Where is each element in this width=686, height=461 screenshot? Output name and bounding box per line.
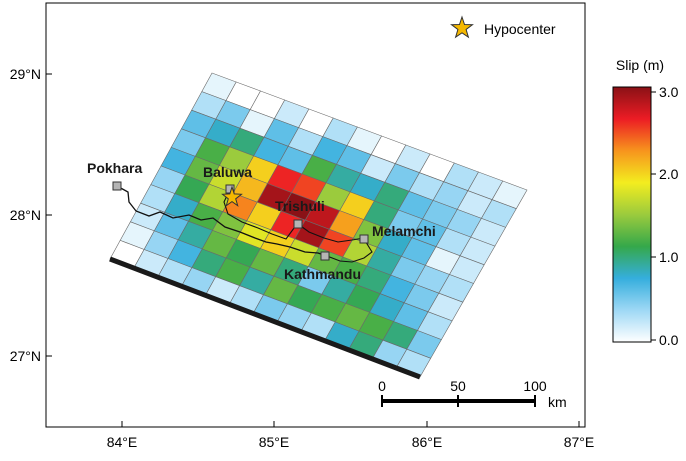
city-label-trishuli: Trishuli	[275, 198, 325, 214]
colorbar-tick-3: 3.0	[659, 84, 679, 100]
scale-tick-100: 100	[523, 378, 547, 394]
city-marker-kathmandu	[320, 251, 330, 261]
lon-tick-85: 85°E	[259, 434, 290, 450]
city-label-pokhara: Pokhara	[87, 160, 142, 176]
river-line	[297, 223, 365, 243]
city-marker-pokhara	[112, 181, 122, 191]
city-marker-melamchi	[359, 234, 369, 244]
river-line	[116, 185, 328, 257]
star-icon	[450, 15, 474, 39]
city-label-baluwa: Baluwa	[203, 164, 252, 180]
hypocenter-legend: Hypocenter	[450, 15, 556, 39]
scale-unit: km	[548, 394, 567, 410]
hypocenter-label: Hypocenter	[484, 21, 556, 37]
lat-tick-29: 29°N	[10, 66, 41, 82]
slip-grid	[109, 72, 528, 378]
lat-tick-27: 27°N	[10, 348, 41, 364]
lon-tick-86: 86°E	[412, 434, 443, 450]
colorbar-tick-0: 0.0	[659, 332, 679, 348]
lat-tick-28: 28°N	[10, 207, 41, 223]
river-line	[223, 188, 298, 240]
lon-tick-87: 87°E	[564, 434, 595, 450]
colorbar-tick-2: 2.0	[659, 166, 679, 182]
river-line	[326, 238, 373, 263]
city-markers	[112, 181, 369, 261]
colorbar-tick-1: 1.0	[659, 249, 679, 265]
city-label-kathmandu: Kathmandu	[284, 266, 361, 282]
fault-trace	[109, 256, 421, 380]
lon-tick-84: 84°E	[107, 434, 138, 450]
scale-tick-0: 0	[378, 378, 386, 394]
colorbar-ramp	[612, 86, 652, 343]
colorbar: Slip (m) 3.0 2.0 1.0 0.0	[612, 57, 679, 348]
star-icon	[221, 185, 243, 207]
colorbar-title: Slip (m)	[616, 57, 664, 73]
city-marker-trishuli	[293, 219, 303, 229]
axis-ticks	[46, 73, 580, 427]
scale-bar: 0 50 100 km	[378, 378, 567, 410]
city-label-melamchi: Melamchi	[372, 223, 436, 239]
scale-tick-50: 50	[450, 378, 466, 394]
